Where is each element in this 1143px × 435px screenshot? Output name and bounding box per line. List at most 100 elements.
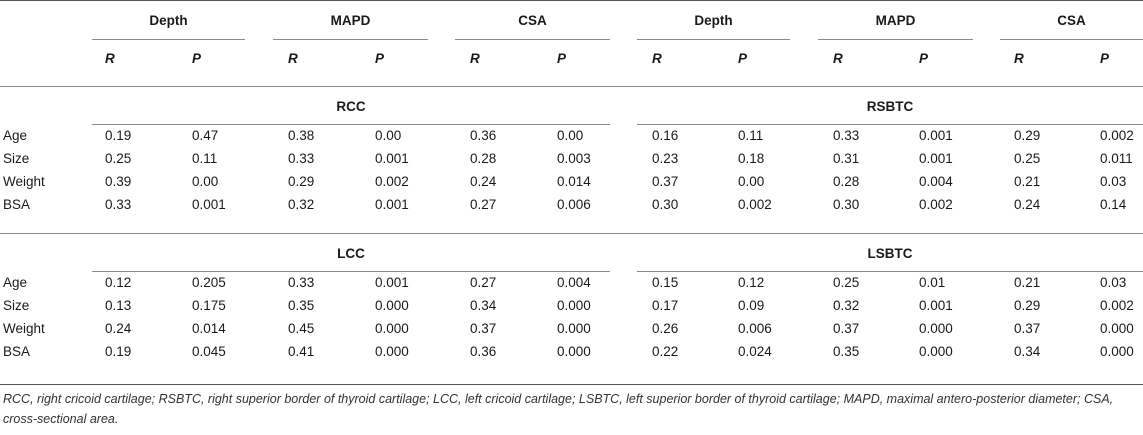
table-cell: 0.37 <box>652 174 679 189</box>
subheader-p: P <box>375 51 385 66</box>
table-cell: 0.35 <box>833 344 860 359</box>
table-cell: 0.004 <box>919 174 953 189</box>
table-cell: 0.29 <box>288 174 315 189</box>
table-cell: 0.25 <box>1014 151 1041 166</box>
table-cell: 0.16 <box>652 128 679 143</box>
header-rule <box>0 86 1143 87</box>
table-cell: 0.41 <box>288 344 315 359</box>
subheader-p: P <box>557 51 567 66</box>
table-cell: 0.29 <box>1014 128 1041 143</box>
table-cell: 0.000 <box>919 321 953 336</box>
table-cell: 0.001 <box>919 298 953 313</box>
table-cell: 0.33 <box>288 151 315 166</box>
group-underline <box>1000 39 1143 40</box>
table-cell: 0.38 <box>288 128 315 143</box>
table-cell: 0.000 <box>375 298 409 313</box>
table-cell: 0.28 <box>833 174 860 189</box>
section-underline-left <box>92 271 610 272</box>
row-label: Size <box>3 298 30 313</box>
table-cell: 0.002 <box>738 197 772 212</box>
table-cell: 0.32 <box>288 197 315 212</box>
table-cell: 0.014 <box>557 174 591 189</box>
table-cell: 0.15 <box>652 275 679 290</box>
table-cell: 0.13 <box>105 298 132 313</box>
table-cell: 0.01 <box>919 275 946 290</box>
table-cell: 0.21 <box>1014 275 1041 290</box>
table-cell: 0.23 <box>652 151 679 166</box>
table-cell: 0.000 <box>375 344 409 359</box>
subheader-r: R <box>470 51 480 66</box>
table-cell: 0.03 <box>1100 275 1127 290</box>
table-cell: 0.37 <box>470 321 497 336</box>
group-underline <box>92 39 245 40</box>
table-cell: 0.30 <box>652 197 679 212</box>
table-cell: 0.000 <box>375 321 409 336</box>
table-cell: 0.000 <box>1100 321 1134 336</box>
column-group-header: MAPD <box>330 13 371 28</box>
table-cell: 0.12 <box>105 275 132 290</box>
table-cell: 0.00 <box>738 174 765 189</box>
table-cell: 0.002 <box>919 197 953 212</box>
table-cell: 0.006 <box>557 197 591 212</box>
subheader-p: P <box>192 51 202 66</box>
table-cell: 0.003 <box>557 151 591 166</box>
group-underline <box>637 39 790 40</box>
table-footnote: RCC, right cricoid cartilage; RSBTC, rig… <box>3 392 1114 426</box>
table-cell: 0.004 <box>557 275 591 290</box>
table-cell: 0.39 <box>105 174 132 189</box>
table-cell: 0.014 <box>192 321 226 336</box>
row-label: Weight <box>3 174 45 189</box>
section-underline-left <box>92 124 610 125</box>
table-cell: 0.00 <box>192 174 219 189</box>
table-cell: 0.17 <box>652 298 679 313</box>
subheader-r: R <box>105 51 115 66</box>
row-label: Age <box>3 128 28 143</box>
table-cell: 0.000 <box>557 344 591 359</box>
section-title-right: LSBTC <box>867 246 913 261</box>
table-cell: 0.30 <box>833 197 860 212</box>
table-cell: 0.34 <box>1014 344 1041 359</box>
row-label: Size <box>3 151 30 166</box>
column-group-header: Depth <box>149 13 188 28</box>
table-cell: 0.006 <box>738 321 772 336</box>
table-cell: 0.14 <box>1100 197 1127 212</box>
table-cell: 0.175 <box>192 298 226 313</box>
table-cell: 0.27 <box>470 197 497 212</box>
table-cell: 0.002 <box>375 174 409 189</box>
table-cell: 0.22 <box>652 344 679 359</box>
section-title-left: RCC <box>336 99 366 114</box>
section-divider <box>0 233 1143 234</box>
table-cell: 0.32 <box>833 298 860 313</box>
table-cell: 0.24 <box>1014 197 1041 212</box>
table-cell: 0.25 <box>105 151 132 166</box>
bottom-rule <box>0 384 1143 385</box>
subheader-r: R <box>652 51 662 66</box>
table-cell: 0.47 <box>192 128 219 143</box>
column-group-header: CSA <box>1057 13 1086 28</box>
table-cell: 0.37 <box>833 321 860 336</box>
table-cell: 0.18 <box>738 151 765 166</box>
table-cell: 0.011 <box>1100 151 1133 166</box>
section-title-right: RSBTC <box>866 99 914 114</box>
table-cell: 0.001 <box>375 197 409 212</box>
table-cell: 0.33 <box>105 197 132 212</box>
table-cell: 0.36 <box>470 128 497 143</box>
table-cell: 0.002 <box>1100 298 1134 313</box>
table-cell: 0.000 <box>557 321 591 336</box>
table-cell: 0.024 <box>738 344 772 359</box>
table-cell: 0.27 <box>470 275 497 290</box>
table-cell: 0.001 <box>375 275 409 290</box>
table-cell: 0.000 <box>919 344 953 359</box>
table-cell: 0.205 <box>192 275 226 290</box>
table-cell: 0.11 <box>192 151 218 166</box>
table-cell: 0.36 <box>470 344 497 359</box>
table-cell: 0.45 <box>288 321 315 336</box>
table-cell: 0.33 <box>288 275 315 290</box>
table-cell: 0.11 <box>738 128 764 143</box>
table-cell: 0.00 <box>375 128 402 143</box>
table-cell: 0.000 <box>557 298 591 313</box>
row-label: Age <box>3 275 28 290</box>
column-group-header: MAPD <box>875 13 916 28</box>
table-cell: 0.12 <box>738 275 765 290</box>
